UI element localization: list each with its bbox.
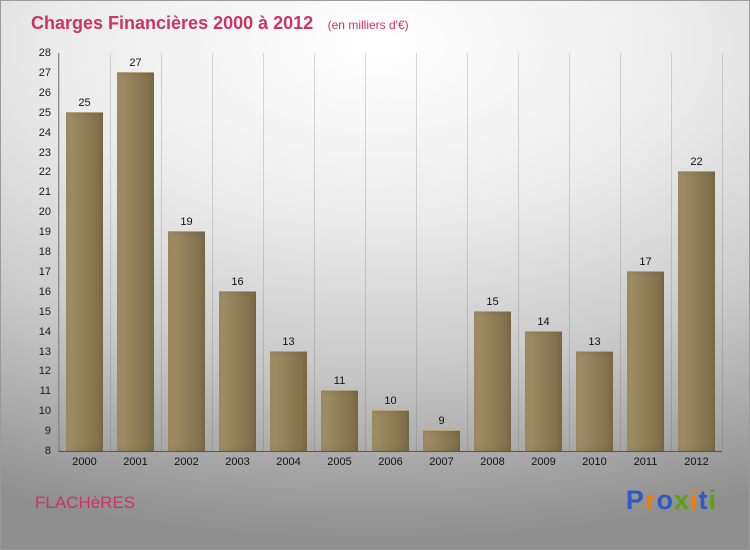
bar-2004 <box>270 350 307 451</box>
x-tick-2002: 2002 <box>174 456 199 468</box>
logo-letter-2: o <box>656 485 674 515</box>
proxiti-logo[interactable]: Proxiti <box>626 485 717 516</box>
x-tick-2000: 2000 <box>72 456 97 468</box>
gridline-v-13 <box>722 53 723 451</box>
plot-area: 25 2000 27 2001 19 2002 16 2003 13 2004 11 2005 10 20… <box>58 53 723 468</box>
y-tick-19: 19 <box>38 226 51 239</box>
value-label-2005: 11 <box>333 375 346 388</box>
logo-letter-0: P <box>625 485 645 515</box>
x-tick-2006: 2006 <box>378 456 403 468</box>
y-tick-11: 11 <box>39 385 51 398</box>
value-label-2000: 25 <box>78 96 91 109</box>
bar-2008 <box>474 310 511 451</box>
y-tick-25: 25 <box>38 106 51 119</box>
bar-2010 <box>576 350 613 451</box>
y-tick-23: 23 <box>38 146 51 159</box>
y-tick-15: 15 <box>38 305 51 318</box>
x-tick-2003: 2003 <box>225 456 250 468</box>
y-tick-28: 28 <box>38 47 51 59</box>
y-tick-10: 10 <box>38 405 51 418</box>
y-tick-21: 21 <box>38 186 51 199</box>
gridline-v-9 <box>518 53 519 451</box>
gridline-v-1 <box>110 53 111 451</box>
x-tick-2009: 2009 <box>531 456 556 468</box>
x-tick-2010: 2010 <box>582 456 607 468</box>
y-tick-26: 26 <box>38 86 51 99</box>
x-tick-2008: 2008 <box>480 456 505 468</box>
logo-letter-4: i <box>689 485 699 515</box>
logo-letter-6: i <box>708 485 717 515</box>
x-tick-2012: 2012 <box>684 456 709 468</box>
gridline-v-10 <box>569 53 570 451</box>
y-axis-labels: 8 9 10 11 12 13 14 15 16 17 18 19 20 21 22 23 24 25 26 27 28 <box>21 47 53 457</box>
logo-letter-3: x <box>673 485 690 515</box>
bar-2009 <box>525 330 562 451</box>
y-tick-27: 27 <box>38 66 51 79</box>
bar-2002 <box>168 231 205 451</box>
bar-2001 <box>117 71 154 451</box>
gridline-v-5 <box>314 53 315 451</box>
y-tick-16: 16 <box>38 285 51 298</box>
y-tick-13: 13 <box>38 345 51 358</box>
bar-2012 <box>678 171 715 451</box>
x-tick-2005: 2005 <box>327 456 352 468</box>
gridline-v-2 <box>161 53 162 451</box>
value-label-2006: 10 <box>384 395 397 408</box>
y-tick-22: 22 <box>38 166 51 179</box>
value-label-2010: 13 <box>588 335 601 348</box>
value-label-2008: 15 <box>486 295 499 308</box>
chart-title: Charges Financières 2000 à 2012 <box>31 13 314 33</box>
value-label-2002: 19 <box>180 216 193 229</box>
y-tick-14: 14 <box>38 325 51 338</box>
gridline-v-6 <box>365 53 366 451</box>
gridline-v-11 <box>620 53 621 451</box>
bar-2007 <box>423 430 460 451</box>
value-label-2004: 13 <box>282 335 295 348</box>
gridline-v-4 <box>263 53 264 451</box>
y-tick-24: 24 <box>38 126 51 139</box>
chart-subtitle: (en milliers d'€) <box>327 18 409 32</box>
value-label-2007: 9 <box>438 415 445 428</box>
value-label-2003: 16 <box>231 275 244 288</box>
x-tick-2001: 2001 <box>123 456 148 468</box>
bar-2006 <box>372 410 409 451</box>
value-label-2001: 27 <box>129 56 142 69</box>
y-tick-8: 8 <box>44 445 51 457</box>
value-label-2011: 17 <box>639 255 652 268</box>
bar-2000 <box>66 111 103 451</box>
company-name: FLACHèRES <box>35 493 136 512</box>
x-tick-2011: 2011 <box>633 456 658 468</box>
y-tick-9: 9 <box>44 425 51 438</box>
value-label-2012: 22 <box>690 156 703 169</box>
x-tick-2007: 2007 <box>429 456 454 468</box>
y-tick-12: 12 <box>38 365 51 378</box>
gridline-v-12 <box>671 53 672 451</box>
gridline-v-0 <box>59 53 60 451</box>
bar-2003 <box>219 290 256 451</box>
logo-letter-5: t <box>698 485 709 515</box>
y-tick-18: 18 <box>38 246 51 258</box>
gridline-v-8 <box>467 53 468 451</box>
x-tick-2004: 2004 <box>276 456 301 468</box>
bar-2011 <box>627 270 664 451</box>
logo-letter-1: r <box>644 485 657 515</box>
bar-2005 <box>321 390 358 451</box>
gridline-v-7 <box>416 53 417 451</box>
y-tick-17: 17 <box>38 265 51 278</box>
gridline-v-3 <box>212 53 213 451</box>
y-tick-20: 20 <box>38 206 51 219</box>
value-label-2009: 14 <box>537 315 550 328</box>
chart-header: Charges Financières 2000 à 2012 (en mill… <box>31 13 409 34</box>
